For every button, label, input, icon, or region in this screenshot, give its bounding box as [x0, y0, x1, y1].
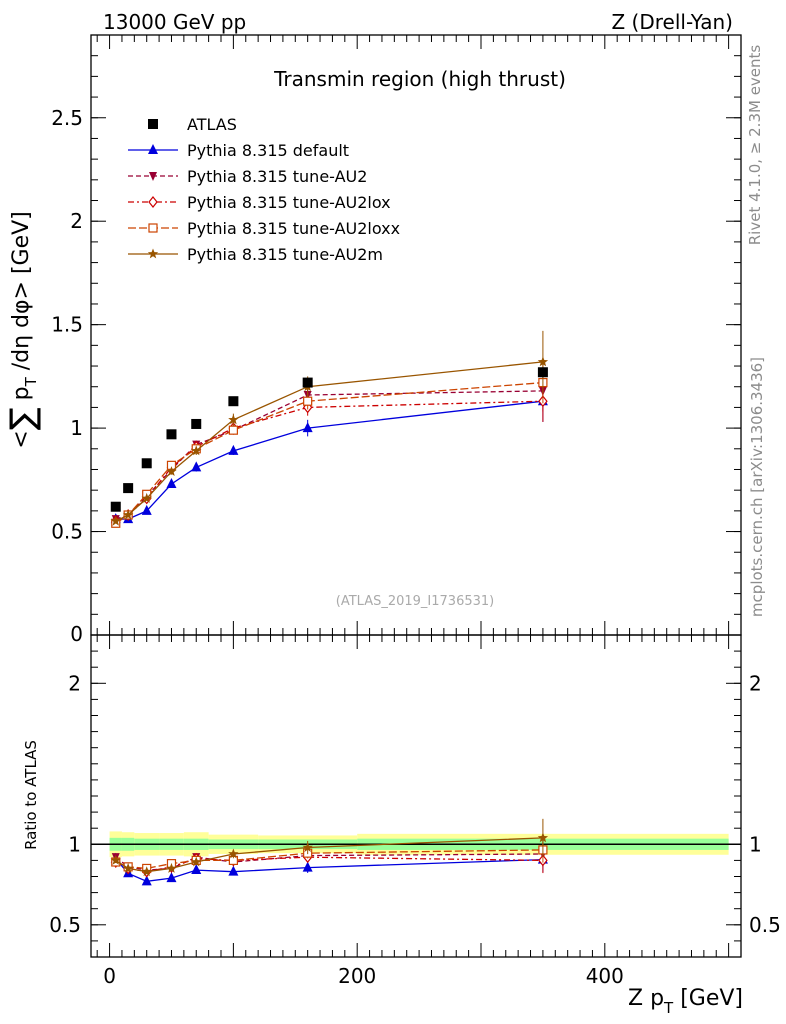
ratio-series-5	[110, 818, 549, 877]
ratio-point	[302, 842, 313, 852]
legend-swatch-marker	[147, 248, 159, 259]
series-3	[110, 380, 548, 528]
ratio-line	[115, 856, 543, 873]
legend-label: ATLAS	[187, 115, 237, 134]
data-point	[166, 477, 177, 488]
legend-label: Pythia 8.315 tune-AU2loxx	[187, 219, 400, 238]
atlas-point	[537, 367, 548, 378]
y-axis-title: <∑ pT /dη dφ> [GeV]	[3, 211, 43, 449]
ratio-point	[191, 864, 202, 875]
x-tick-label: 200	[338, 964, 376, 988]
data-point	[110, 515, 121, 526]
series-line	[115, 390, 543, 520]
series-1	[110, 380, 548, 524]
ratio-line	[115, 837, 543, 873]
atlas-point	[166, 429, 177, 440]
ratio-point	[110, 854, 121, 865]
legend: ATLAS Pythia 8.315 default Pythia 8.315 tu…	[128, 115, 400, 264]
main-panel: Transmin region (high thrust) (ATLAS_201…	[51, 34, 742, 646]
series-2	[111, 370, 547, 525]
legend-label: Pythia 8.315 tune-AU2lox	[187, 193, 391, 212]
series-5	[110, 330, 549, 526]
legend-entry: Pythia 8.315 tune-AU2m	[128, 245, 383, 264]
atlas-point	[302, 377, 313, 388]
ratio-point	[166, 872, 177, 883]
legend-swatch-marker	[148, 196, 158, 208]
legend-entry: ATLAS	[148, 115, 237, 134]
ratio-tick-label-left: 0.5	[49, 913, 81, 937]
atlas-point	[191, 418, 202, 429]
y-tick-label: 1	[70, 416, 83, 440]
y-tick-label: 1.5	[51, 313, 83, 337]
y-tick-label: 0.5	[51, 520, 83, 544]
data-point	[228, 414, 239, 425]
atlas-point	[141, 458, 152, 469]
data-point	[141, 492, 152, 503]
legend-entry: Pythia 8.315 tune-AU2loxx	[128, 219, 400, 238]
y-tick-label: 2.5	[51, 106, 83, 130]
ratio-point	[141, 866, 152, 877]
atlas-point	[228, 396, 239, 407]
series-4	[111, 361, 548, 528]
ratio-point	[537, 832, 549, 843]
ratio-tick-label-left: 1	[68, 832, 81, 856]
x-tick-label: 0	[103, 964, 116, 988]
ratio-point	[166, 862, 177, 873]
legend-entry: Pythia 8.315 tune-AU2lox	[128, 193, 391, 212]
legend-swatch-marker	[148, 144, 158, 154]
y-zero-label: 0	[70, 622, 83, 646]
data-point	[191, 445, 202, 456]
data-point	[302, 422, 313, 433]
legend-swatch-marker	[148, 119, 158, 129]
process-label: Z (Drell-Yan)	[611, 10, 733, 34]
legend-swatch-marker	[149, 172, 157, 181]
mcplots-label: mcplots.cern.ch [arXiv:1306.3436]	[748, 357, 766, 617]
x-axis-title: Z pT [GeV]	[628, 986, 743, 1017]
ratio-tick-label-right: 0.5	[749, 913, 781, 937]
legend-label: Pythia 8.315 default	[187, 141, 349, 160]
series-line	[115, 381, 543, 524]
analysis-tag: (ATLAS_2019_I1736531)	[336, 594, 494, 609]
data-point	[228, 425, 238, 435]
chart-title: Transmin region (high thrust)	[273, 67, 566, 91]
ratio-panel: 0 200 400 0.5 0.5 1 1 2 2	[49, 634, 781, 988]
legend-label: Pythia 8.315 tune-AU2m	[187, 245, 383, 264]
legend-entry: Pythia 8.315 default	[128, 141, 349, 160]
ratio-point	[302, 861, 313, 872]
atlas-point	[123, 483, 134, 494]
ratio-frame	[90, 634, 742, 958]
ratio-axis-title: Ratio to ATLAS	[22, 740, 40, 850]
data-point	[166, 466, 177, 476]
ratio-point	[191, 856, 202, 867]
ratio-line	[115, 858, 543, 882]
data-point	[122, 509, 134, 520]
data-point	[191, 461, 202, 472]
data-point	[303, 396, 313, 406]
legend-swatch-marker	[148, 223, 158, 233]
rivet-version-label: Rivet 4.1.0, ≥ 2.3M events	[746, 45, 764, 246]
data-point	[228, 444, 239, 455]
atlas-series	[110, 367, 548, 512]
ratio-point	[228, 865, 239, 876]
x-tick-label: 400	[586, 964, 624, 988]
legend-label: Pythia 8.315 tune-AU2	[187, 167, 367, 186]
ratio-point	[122, 862, 134, 873]
data-point	[537, 356, 549, 367]
data-point	[141, 504, 152, 515]
ratio-point	[141, 875, 152, 886]
series-line	[115, 400, 543, 522]
y-tick-label: 2	[70, 209, 83, 233]
svg-text:<∑ pT /dη dφ> [GeV]: <∑ pT /dη dφ> [GeV]	[3, 211, 43, 449]
ratio-tick-label-right: 2	[749, 671, 762, 695]
atlas-point	[110, 501, 121, 512]
ratio-tick-label-right: 1	[749, 832, 762, 856]
ratio-tick-label-left: 2	[68, 671, 81, 695]
legend-entry: Pythia 8.315 tune-AU2	[128, 167, 367, 186]
series-line	[115, 361, 543, 522]
energy-label: 13000 GeV pp	[103, 10, 246, 34]
ratio-point	[228, 848, 239, 859]
